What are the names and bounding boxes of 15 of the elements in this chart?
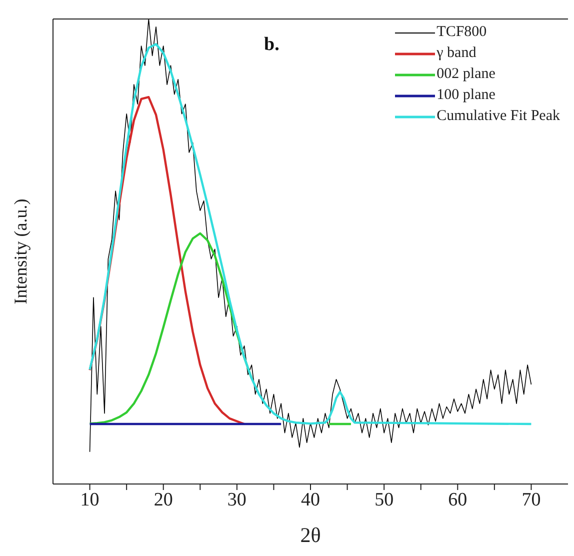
x-tick-label: 30 — [227, 489, 246, 510]
annotation: b. — [264, 34, 280, 56]
x-tick-label: 10 — [80, 489, 100, 510]
legend-label: 100 plane — [436, 86, 496, 105]
legend-label: TCF800 — [436, 23, 487, 42]
x-tick-label: 40 — [301, 489, 320, 510]
legend-label: 002 plane — [436, 65, 496, 84]
legend-label: Cumulative Fit Peak — [436, 107, 560, 126]
x-tick-label: 50 — [374, 489, 394, 510]
y-axis-title: Intensity (a.u.) — [10, 198, 30, 304]
x-axis-title: 2θ — [300, 523, 321, 547]
x-tick-label: 70 — [522, 489, 541, 510]
x-tick-label: 20 — [154, 489, 173, 510]
legend-label: γ band — [436, 44, 476, 63]
x-tick-label: 60 — [448, 489, 468, 510]
